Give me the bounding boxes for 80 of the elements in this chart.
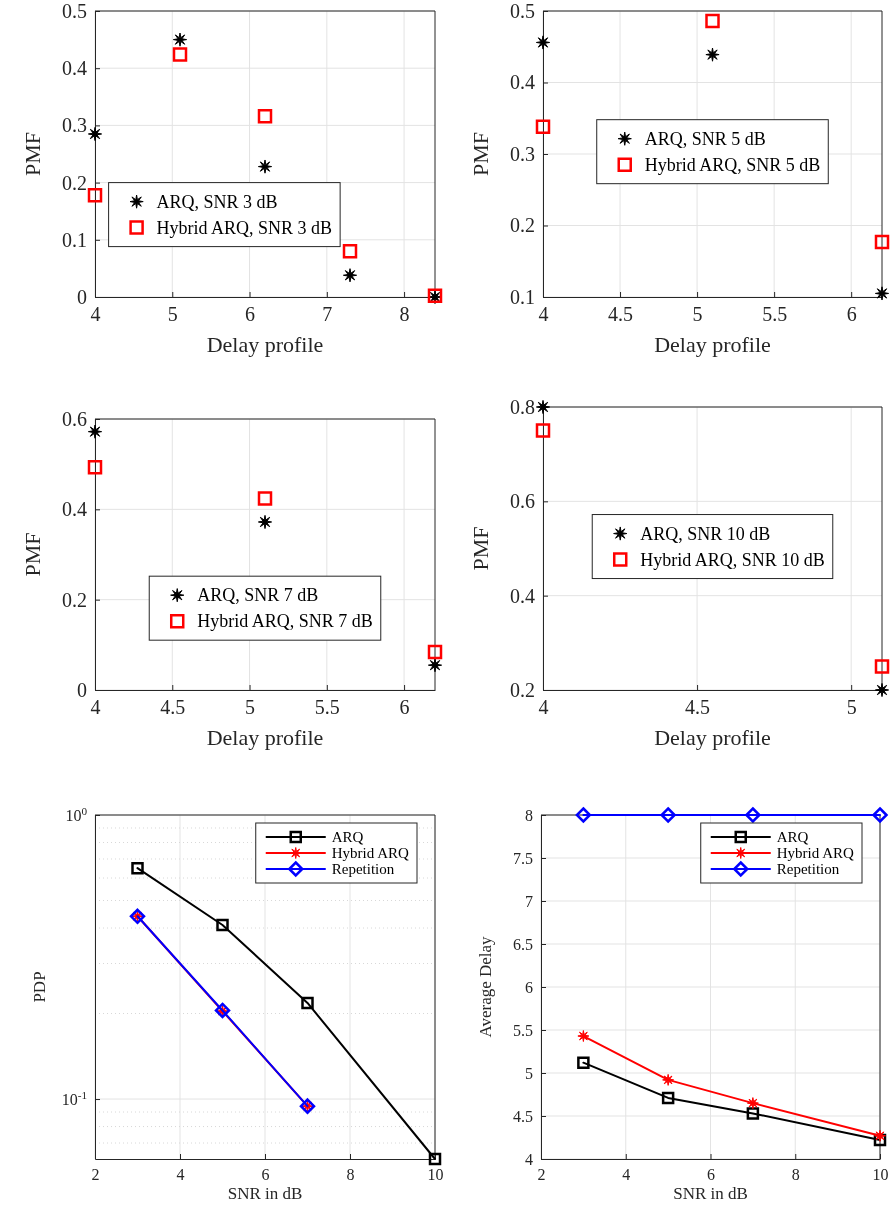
x-tick-label: 4 bbox=[176, 1166, 185, 1184]
y-tick-label: 0.3 bbox=[510, 142, 535, 165]
x-tick-label: 7 bbox=[322, 303, 333, 326]
x-tick-label: 6 bbox=[261, 1166, 270, 1184]
legend-label: ARQ, SNR 5 dB bbox=[644, 128, 766, 149]
y-axis-title: PMF bbox=[468, 526, 493, 571]
y-tick-label: 4.5 bbox=[513, 1107, 533, 1125]
y-tick-label: 0.4 bbox=[510, 71, 535, 94]
y-tick-label: 5 bbox=[525, 1064, 533, 1082]
y-tick-label: 0.1 bbox=[510, 285, 535, 308]
x-tick-label: 10 bbox=[872, 1166, 889, 1184]
y-tick-label: 0.8 bbox=[510, 395, 535, 418]
x-tick-label: 5 bbox=[167, 303, 178, 326]
x-tick-label: 6 bbox=[846, 303, 857, 326]
legend-label: Hybrid ARQ, SNR 5 dB bbox=[644, 154, 821, 175]
y-tick-label: 6.5 bbox=[513, 935, 533, 953]
y-tick-label: 10$^{-1}$ bbox=[61, 1088, 87, 1108]
x-tick-label: 10 bbox=[427, 1166, 444, 1184]
x-axis-title: Delay profile bbox=[206, 332, 324, 357]
y-axis-title: PMF bbox=[468, 131, 493, 177]
y-tick-label: 0.2 bbox=[62, 171, 87, 194]
x-tick-label: 6 bbox=[399, 696, 410, 719]
y-tick-label: 4 bbox=[525, 1150, 533, 1168]
y-tick-label: 0.6 bbox=[510, 490, 535, 513]
x-tick-label: 5 bbox=[692, 303, 703, 326]
legend-label: Repetition bbox=[331, 861, 395, 878]
y-tick-label: 10$^{0}$ bbox=[65, 804, 88, 824]
legend-label: ARQ, SNR 3 dB bbox=[156, 191, 278, 212]
x-tick-label: 5.5 bbox=[314, 696, 340, 719]
x-axis-title: Delay profile bbox=[206, 725, 324, 750]
y-tick-label: 0.6 bbox=[62, 407, 87, 430]
x-tick-label: 4.5 bbox=[160, 696, 186, 719]
y-axis-title: Average Delay bbox=[476, 935, 495, 1038]
legend-label: ARQ, SNR 7 dB bbox=[197, 585, 319, 606]
y-tick-label: 0.4 bbox=[62, 57, 87, 80]
x-tick-label: 5 bbox=[846, 696, 857, 719]
y-tick-label: 8 bbox=[525, 806, 533, 824]
y-tick-label: 7 bbox=[525, 892, 533, 910]
y-tick-label: 0.4 bbox=[62, 498, 87, 521]
legend-label: ARQ, SNR 10 dB bbox=[640, 523, 771, 544]
y-axis-title: PDP bbox=[30, 971, 49, 1003]
y-tick-label: 7.5 bbox=[513, 849, 533, 867]
legend-label: Hybrid ARQ, SNR 7 dB bbox=[197, 611, 373, 632]
x-axis-title: SNR in dB bbox=[673, 1184, 748, 1203]
x-axis-title: Delay profile bbox=[654, 725, 771, 750]
x-axis-title: Delay profile bbox=[654, 332, 771, 357]
legend-label: Hybrid ARQ, SNR 3 dB bbox=[156, 217, 333, 238]
y-tick-label: 6 bbox=[525, 978, 533, 996]
legend-label: ARQ bbox=[776, 829, 809, 846]
x-tick-label: 5.5 bbox=[762, 303, 788, 326]
legend-label: Hybrid ARQ bbox=[331, 845, 409, 862]
y-tick-label: 0.3 bbox=[62, 114, 87, 137]
y-axis-title: PMF bbox=[20, 532, 45, 577]
legend-label: ARQ bbox=[331, 829, 364, 846]
x-tick-label: 6 bbox=[707, 1166, 715, 1184]
legend-label: Hybrid ARQ, SNR 10 dB bbox=[640, 549, 825, 570]
legend-label: Repetition bbox=[776, 861, 840, 878]
x-tick-label: 4.5 bbox=[608, 303, 634, 326]
x-tick-label: 2 bbox=[537, 1166, 546, 1184]
x-tick-label: 4.5 bbox=[685, 696, 711, 719]
y-axis-title: PMF bbox=[20, 131, 45, 177]
y-tick-label: 0.4 bbox=[510, 584, 535, 607]
x-axis-title: SNR in dB bbox=[227, 1184, 303, 1203]
y-tick-label: 0.1 bbox=[62, 228, 87, 251]
y-tick-label: 0.2 bbox=[62, 588, 87, 611]
x-tick-label: 6 bbox=[245, 303, 256, 326]
y-tick-label: 0 bbox=[77, 678, 87, 701]
y-tick-label: 0.2 bbox=[510, 214, 535, 237]
y-tick-label: 0 bbox=[77, 285, 87, 308]
y-tick-label: 0.5 bbox=[510, 0, 535, 22]
x-tick-label: 8 bbox=[399, 303, 410, 326]
x-tick-label: 4 bbox=[622, 1166, 631, 1184]
y-tick-label: 0.2 bbox=[510, 678, 535, 701]
y-tick-label: 0.5 bbox=[62, 0, 87, 22]
x-tick-label: 8 bbox=[791, 1166, 800, 1184]
x-tick-label: 5 bbox=[245, 696, 256, 719]
x-tick-label: 2 bbox=[91, 1166, 100, 1184]
legend-label: Hybrid ARQ bbox=[776, 845, 854, 862]
x-tick-label: 8 bbox=[346, 1166, 355, 1184]
y-tick-label: 5.5 bbox=[513, 1021, 533, 1039]
